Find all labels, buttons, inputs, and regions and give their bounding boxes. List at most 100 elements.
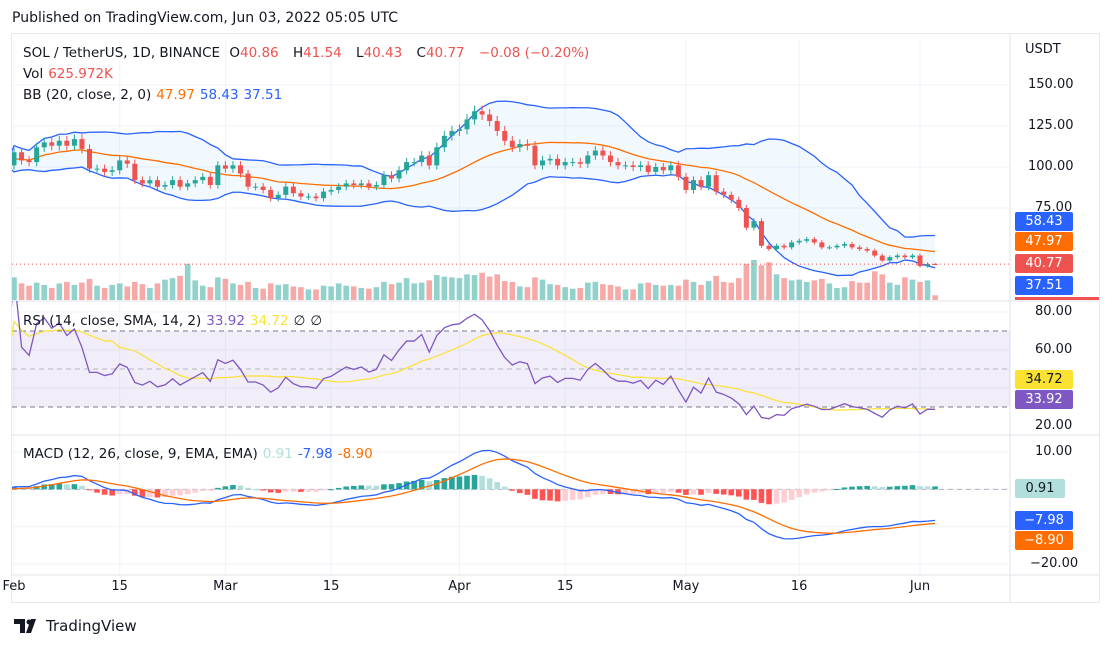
macd-histogram-bar bbox=[116, 489, 123, 495]
macd-histogram-bar bbox=[267, 489, 274, 493]
volume-bar bbox=[56, 283, 63, 300]
time-axis-label: 15 bbox=[111, 579, 128, 594]
low-value: 40.43 bbox=[363, 45, 403, 61]
volume-bar bbox=[109, 284, 115, 300]
volume-bar bbox=[4, 284, 10, 300]
volume-bar bbox=[177, 275, 183, 300]
bb-legend: BB (20, close, 2, 0) 47.97 58.43 37.51 bbox=[23, 87, 287, 103]
volume-bar bbox=[388, 284, 395, 300]
volume-bar bbox=[826, 283, 833, 300]
candle-body bbox=[645, 165, 651, 172]
price-tick: 150.00 bbox=[1028, 77, 1074, 92]
candle-body bbox=[600, 150, 606, 156]
volume-bar bbox=[652, 284, 659, 300]
volume-bar bbox=[501, 281, 508, 300]
candle-body bbox=[230, 165, 236, 169]
rsi-label[interactable]: RSI (14, close, SMA, 14, 2) bbox=[23, 313, 202, 329]
high-value: 41.54 bbox=[303, 45, 342, 61]
candle-body bbox=[842, 244, 847, 246]
macd-histogram-bar bbox=[237, 485, 244, 490]
volume-bar bbox=[728, 282, 735, 300]
price-tick: 75.00 bbox=[1035, 200, 1073, 215]
candle-body bbox=[434, 147, 440, 166]
macd-histogram-bar bbox=[109, 489, 115, 496]
brand-name: TradingView bbox=[46, 617, 137, 635]
candle-body bbox=[238, 165, 243, 174]
macd-histogram-bar bbox=[630, 489, 636, 495]
candle-body bbox=[925, 263, 931, 267]
volume-bar bbox=[162, 279, 168, 300]
macd-histogram-bar bbox=[441, 478, 448, 490]
open-value: 40.86 bbox=[239, 45, 279, 61]
macd-label[interactable]: MACD (12, 26, close, 9, EMA, EMA) bbox=[23, 446, 258, 462]
macd-histogram-bar bbox=[871, 486, 878, 490]
candle-body bbox=[328, 189, 334, 192]
volume-bar bbox=[803, 281, 810, 300]
macd-histogram-bar bbox=[71, 484, 78, 490]
macd-histogram-bar bbox=[358, 485, 365, 490]
candle-body bbox=[426, 155, 432, 166]
macd-histogram-bar bbox=[252, 489, 259, 491]
macd-histogram-bar bbox=[350, 485, 357, 490]
candle-body bbox=[207, 176, 213, 186]
volume-bar bbox=[305, 289, 312, 300]
last-price-badge: 40.77 bbox=[1015, 254, 1073, 273]
volume-bar bbox=[48, 287, 55, 300]
volume-legend: Vol 625.972K bbox=[23, 66, 118, 82]
bb-label[interactable]: BB (20, close, 2, 0) bbox=[23, 87, 152, 103]
macd-histogram-bar bbox=[902, 485, 908, 490]
symbol-title[interactable]: SOL / TetherUS, 1D, BINANCE bbox=[23, 45, 221, 61]
candle-body bbox=[547, 158, 553, 161]
volume-bar bbox=[645, 282, 651, 300]
macd-signal-badge: −8.90 bbox=[1015, 531, 1073, 550]
symbol-legend: SOL / TetherUS, 1D, BINANCE O40.86 H41.5… bbox=[23, 45, 594, 61]
macd-histogram-bar bbox=[388, 484, 395, 490]
macd-histogram-bar bbox=[615, 489, 621, 495]
candle-body bbox=[494, 121, 500, 131]
volume-bar bbox=[215, 277, 221, 300]
volume-bar bbox=[622, 289, 629, 300]
volume-bar bbox=[335, 283, 342, 300]
tradingview-logo[interactable]: TradingView bbox=[14, 617, 137, 635]
macd-histogram-bar bbox=[494, 482, 500, 490]
candle-body bbox=[4, 165, 9, 175]
macd-histogram-bar bbox=[894, 486, 901, 490]
macd-histogram-bar bbox=[524, 489, 531, 495]
candle-body bbox=[87, 148, 92, 169]
rsi-badge: 33.92 bbox=[1015, 390, 1073, 409]
volume-bar bbox=[720, 281, 727, 300]
candle-body bbox=[404, 162, 410, 171]
macd-histogram-bar bbox=[132, 489, 138, 496]
macd-histogram-bar bbox=[736, 489, 742, 497]
candle-body bbox=[79, 139, 85, 149]
candle-body bbox=[743, 208, 749, 228]
macd-histogram-bar bbox=[569, 489, 576, 501]
candle-body bbox=[343, 183, 349, 187]
macd-histogram-bar bbox=[766, 489, 772, 505]
volume-bar bbox=[864, 282, 870, 300]
candle-body bbox=[177, 180, 183, 187]
candle-body bbox=[12, 152, 17, 166]
macd-histogram-bar bbox=[471, 474, 478, 490]
time-axis-label: Apr bbox=[448, 579, 471, 594]
volume-bar bbox=[887, 282, 893, 300]
macd-histogram-bar bbox=[147, 489, 153, 497]
volume-bar bbox=[547, 284, 553, 300]
macd-histogram-bar bbox=[396, 483, 402, 490]
candle-body bbox=[479, 111, 485, 115]
volume-bar bbox=[418, 282, 425, 300]
volume-bar bbox=[396, 282, 402, 300]
macd-histogram-bar bbox=[56, 483, 63, 490]
currency-label[interactable]: USDT bbox=[1025, 42, 1061, 57]
volume-label[interactable]: Vol bbox=[23, 66, 44, 82]
volume-value: 625.972K bbox=[48, 66, 113, 82]
macd-histogram-bar bbox=[94, 489, 100, 493]
volume-bar bbox=[532, 277, 538, 300]
macd-histogram-bar bbox=[743, 489, 750, 500]
candle-body bbox=[336, 186, 342, 190]
macd-histogram-bar bbox=[781, 489, 787, 503]
macd-histogram-bar bbox=[517, 489, 523, 494]
macd-histogram-bar bbox=[335, 487, 342, 490]
macd-histogram-bar bbox=[856, 486, 863, 490]
